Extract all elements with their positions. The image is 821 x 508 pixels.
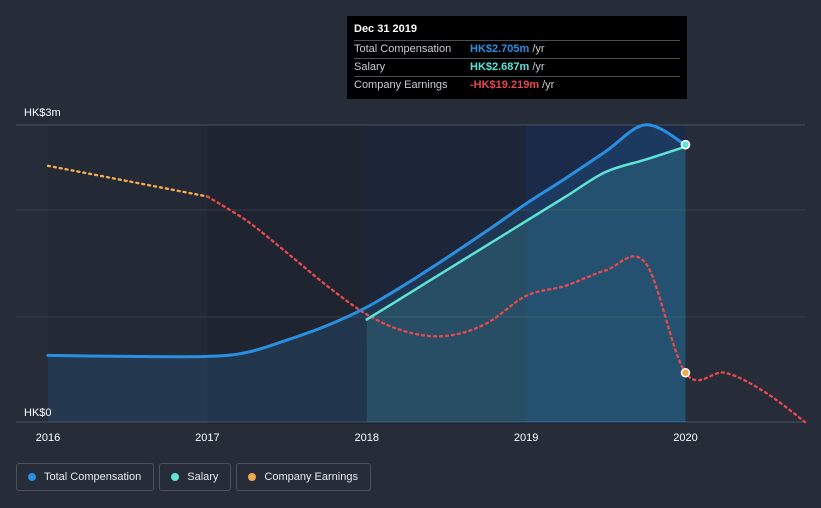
tooltip-unit: /yr — [542, 79, 555, 91]
legend-label: Salary — [187, 471, 219, 483]
tooltip-unit: /yr — [532, 43, 545, 55]
legend-dot-icon — [28, 473, 36, 481]
x-tick-label: 2019 — [514, 432, 538, 444]
legend-item-salary[interactable]: Salary — [159, 463, 232, 491]
x-tick-label: 2020 — [673, 432, 697, 444]
legend-dot-icon — [248, 473, 257, 481]
year-band — [366, 125, 527, 424]
legend-item-company-earnings[interactable]: Company Earnings — [236, 463, 371, 491]
tooltip-unit: /yr — [532, 61, 545, 73]
tooltip-value: HK$2.705m — [470, 43, 530, 55]
salary-marker — [680, 139, 691, 150]
legend: Total Compensation Salary Company Earnin… — [16, 463, 371, 491]
y-tick-label: HK$3m — [24, 107, 61, 119]
tooltip-title: Dec 31 2019 — [354, 23, 417, 35]
salary-area — [366, 146, 686, 422]
total-compensation-line — [46, 123, 687, 359]
year-band — [48, 125, 208, 424]
salary-line — [365, 145, 687, 321]
company-earnings-marker — [680, 368, 691, 378]
x-tick-label: 2018 — [354, 432, 378, 444]
year-band — [526, 125, 686, 424]
tooltip-label: Salary — [354, 61, 386, 73]
tooltip-row-salary: Salary HK$2.687m /yr — [354, 58, 680, 76]
tooltip-row-total-compensation: Total Compensation HK$2.705m /yr — [354, 40, 680, 58]
tooltip-value: -HK$19.219m — [470, 79, 540, 91]
company-earnings-line — [46, 164, 209, 198]
tooltip-value: HK$2.687m — [470, 61, 530, 73]
legend-dot-icon — [171, 473, 180, 481]
x-tick-label: 2016 — [36, 432, 60, 444]
tooltip: Dec 31 2019 Total Compensation HK$2.705m… — [347, 16, 687, 99]
x-tick-label: 2017 — [195, 432, 219, 444]
year-band — [207, 125, 367, 424]
tooltip-row-company-earnings: Company Earnings -HK$19.219m /yr — [354, 76, 680, 94]
legend-label: Total Compensation — [44, 471, 142, 483]
y-tick-label: HK$0 — [24, 407, 52, 419]
tooltip-label: Company Earnings — [354, 79, 448, 91]
tooltip-label: Total Compensation — [354, 43, 452, 55]
legend-item-total-compensation[interactable]: Total Compensation — [16, 463, 155, 491]
legend-label: Company Earnings — [264, 471, 358, 483]
company-earnings-line — [206, 195, 807, 424]
total-compensation-area — [48, 124, 686, 422]
